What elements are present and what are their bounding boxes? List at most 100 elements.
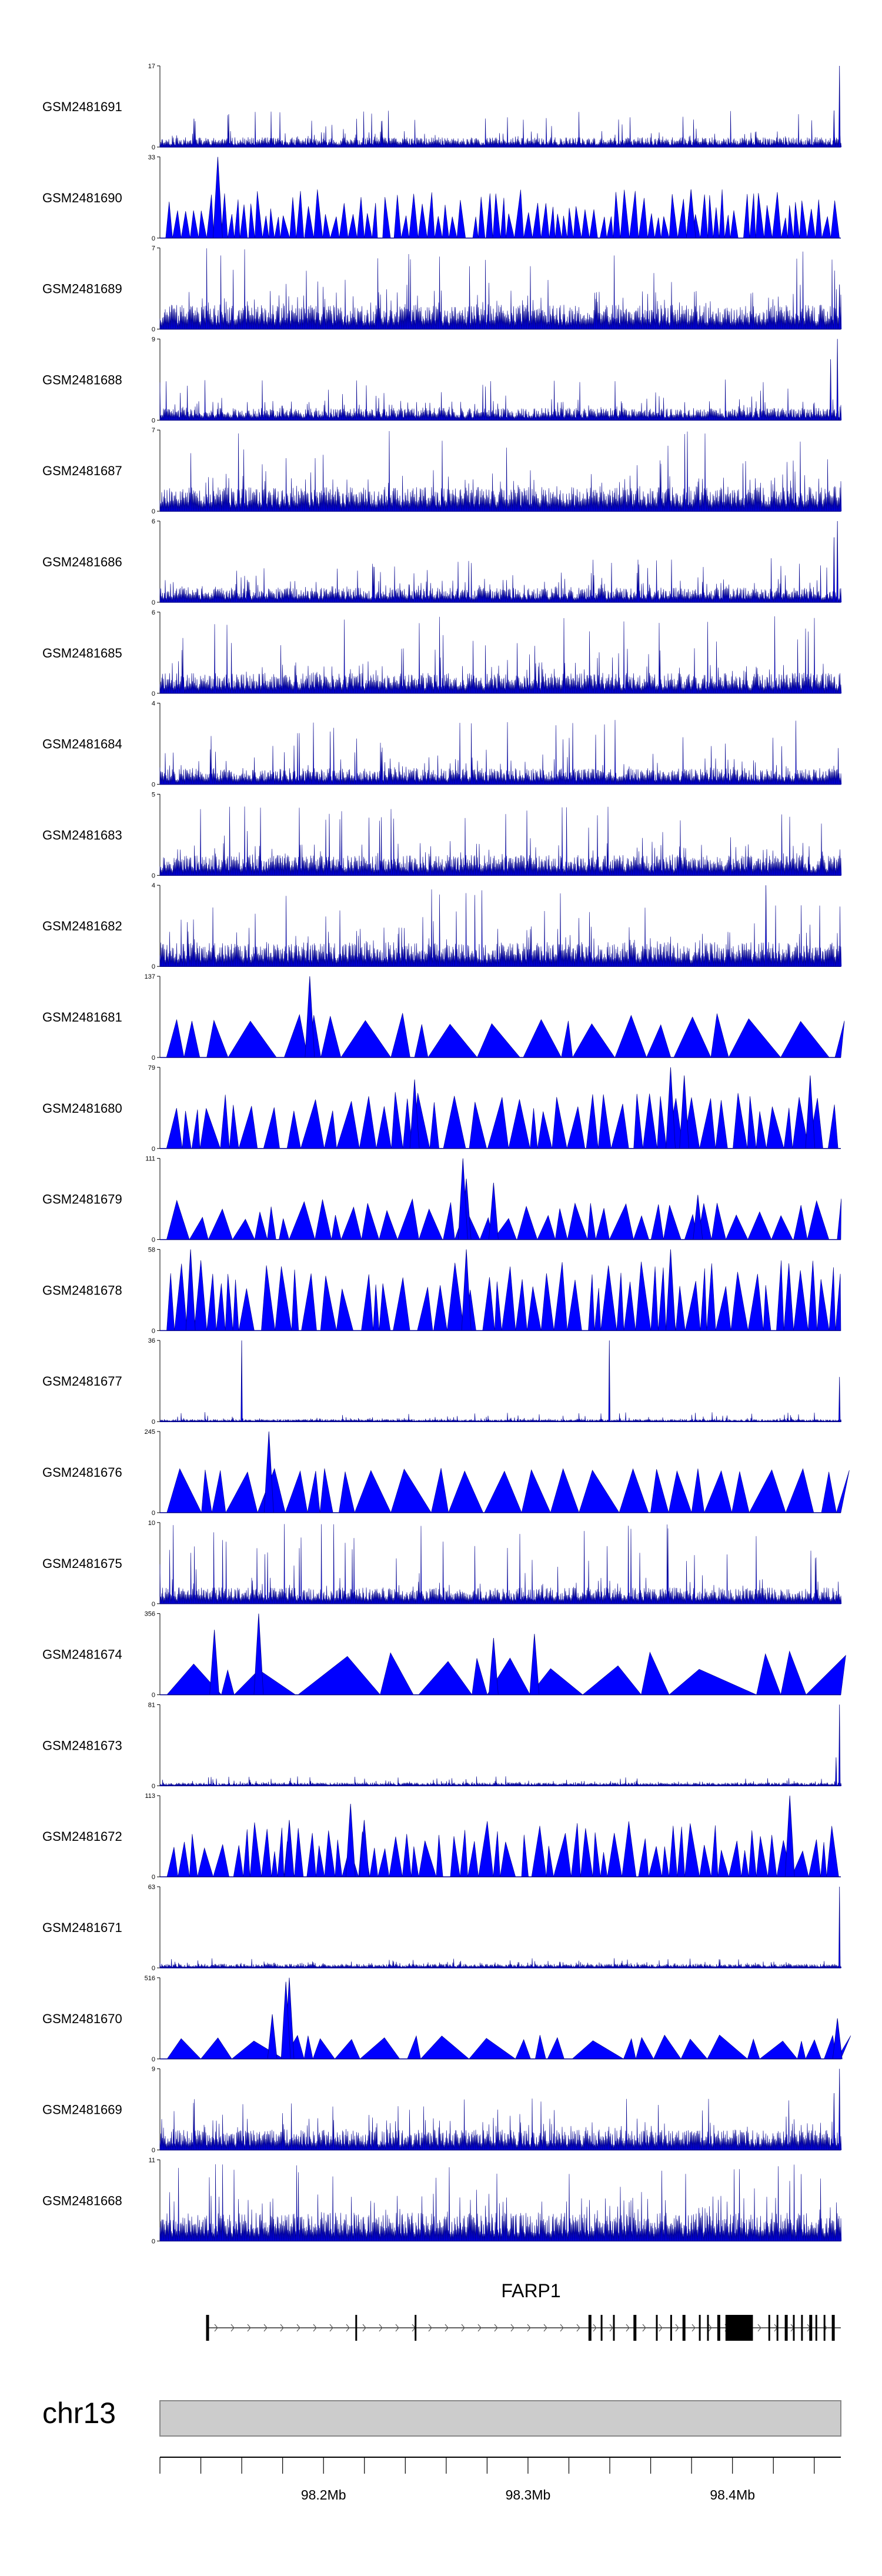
exon [600, 2315, 603, 2341]
coverage-peak [838, 284, 841, 329]
coverage-peak [764, 885, 767, 967]
y-max-label: 356 [145, 1611, 155, 1618]
y-max-label: 63 [148, 1884, 155, 1891]
strand-arrow [659, 2324, 663, 2332]
coverage-track: GSM2481686 6 0 [42, 518, 842, 606]
y-max-label: 111 [145, 1156, 155, 1163]
y-max-label: 36 [148, 1337, 155, 1344]
strand-arrow [362, 2324, 366, 2332]
strand-arrow [346, 2324, 350, 2332]
exon [815, 2315, 817, 2341]
strand-arrow [675, 2324, 679, 2332]
y-zero-label: 0 [152, 2238, 155, 2245]
track-label: GSM2481671 [42, 1920, 122, 1935]
coverage-track: GSM2481678 58 0 [42, 1246, 841, 1334]
y-zero-label: 0 [152, 2147, 155, 2154]
coverage-track: GSM2481679 111 0 [42, 1156, 841, 1244]
coverage-peak [209, 1630, 220, 1695]
gene-model [206, 2315, 841, 2341]
y-zero-label: 0 [152, 144, 155, 151]
strand-arrow [329, 2324, 333, 2332]
track-label: GSM2481686 [42, 555, 122, 569]
coverage-peak [608, 1340, 610, 1422]
coverage-peak [305, 976, 315, 1058]
coverage-peak [784, 1796, 795, 1877]
y-zero-label: 0 [152, 872, 155, 879]
strand-arrow [280, 2324, 284, 2332]
coverage-peak [679, 1075, 690, 1149]
coverage-peak [838, 2068, 841, 2150]
coverage-track: GSM2481671 63 0 [42, 1884, 842, 1972]
strand-arrow [642, 2324, 646, 2332]
y-max-label: 7 [152, 427, 155, 434]
coverage-peak [833, 110, 836, 148]
coverage-track: GSM2481676 245 0 [42, 1429, 850, 1517]
y-max-label: 6 [152, 518, 155, 525]
y-zero-label: 0 [152, 1327, 155, 1334]
y-zero-label: 0 [152, 235, 155, 242]
exon [613, 2315, 615, 2341]
strand-arrow [461, 2324, 465, 2332]
coverage-tracks: GSM2481691170GSM2481690330GSM248168970GS… [42, 63, 851, 2245]
strand-arrow [691, 2324, 696, 2332]
strand-arrow [395, 2324, 399, 2332]
y-max-label: 10 [148, 1520, 155, 1527]
strand-arrow [296, 2324, 300, 2332]
coverage-signal [159, 1958, 842, 1969]
exon [206, 2315, 209, 2341]
coverage-track: GSM2481677 36 0 [42, 1337, 842, 1426]
y-max-label: 9 [152, 336, 155, 343]
y-zero-label: 0 [152, 1055, 155, 1062]
coverage-track: GSM2481688 9 0 [42, 336, 842, 424]
coverage-peak [240, 1340, 243, 1422]
track-label: GSM2481668 [42, 2193, 122, 2208]
coverage-track: GSM2481681 137 0 [42, 973, 845, 1062]
y-zero-label: 0 [152, 599, 155, 606]
y-max-label: 58 [148, 1246, 155, 1253]
chromosome-band [159, 2400, 841, 2437]
track-label: GSM2481684 [42, 737, 122, 752]
exon [801, 2315, 803, 2341]
y-max-label: 245 [145, 1429, 155, 1436]
coverage-peak [833, 537, 836, 603]
chromosome-ideogram: chr13 [42, 2397, 841, 2437]
strand-arrow [247, 2324, 251, 2332]
coverage-peak [666, 1067, 676, 1149]
y-max-label: 81 [148, 1701, 155, 1709]
y-zero-label: 0 [152, 782, 155, 789]
coverage-track: GSM2481684 4 0 [42, 700, 842, 789]
strand-arrow [609, 2324, 613, 2332]
strand-arrow [313, 2324, 317, 2332]
exon [823, 2315, 826, 2341]
strand-arrow [560, 2324, 564, 2332]
y-zero-label: 0 [152, 1965, 155, 1972]
track-label: GSM2481680 [42, 1101, 122, 1116]
strand-arrow [576, 2324, 580, 2332]
track-label: GSM2481669 [42, 2103, 122, 2117]
exon [588, 2315, 592, 2341]
strand-arrow [593, 2324, 597, 2332]
strand-arrow [494, 2324, 498, 2332]
track-label: GSM2481672 [42, 1829, 122, 1844]
exon [768, 2315, 770, 2341]
coverage-peak [686, 189, 696, 239]
coverage-peak [693, 1194, 703, 1240]
coverage-signal [159, 431, 842, 512]
track-label: GSM2481670 [42, 2011, 122, 2026]
y-zero-label: 0 [152, 1601, 155, 1608]
coverage-signal [159, 248, 842, 329]
coverage-signal [159, 806, 842, 876]
exon [707, 2315, 709, 2341]
axis-tick-label: 98.3Mb [506, 2487, 551, 2502]
strand-arrow [379, 2324, 383, 2332]
y-max-label: 516 [145, 1975, 155, 1982]
track-label: GSM2481674 [42, 1647, 122, 1662]
coverage-track: GSM2481680 79 0 [42, 1065, 841, 1153]
y-max-label: 7 [152, 245, 155, 252]
y-max-label: 33 [148, 154, 155, 161]
track-label: GSM2481679 [42, 1192, 122, 1207]
strand-arrow [445, 2324, 449, 2332]
coverage-signal [160, 2034, 851, 2060]
coverage-peak [461, 1249, 472, 1331]
strand-arrow [477, 2324, 482, 2332]
